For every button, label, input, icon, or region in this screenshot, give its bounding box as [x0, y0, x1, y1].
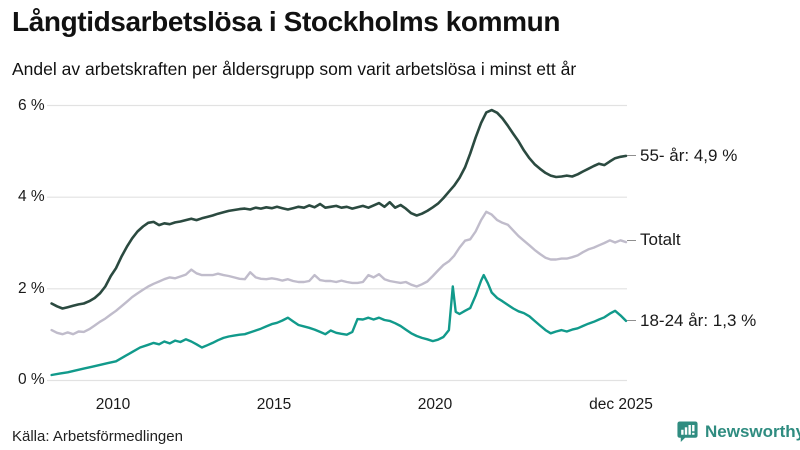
y-axis-tick-0: 0 %: [18, 371, 45, 388]
label-connector-18-24: [627, 320, 636, 321]
x-axis-tick-2010: 2010: [95, 396, 131, 413]
series-label-totalt: Totalt: [640, 230, 681, 249]
series-label-18-24-ar: 18-24 år: 1,3 %: [640, 311, 757, 330]
series-line-55-r: [50, 108, 628, 310]
newsworthy-logo[interactable]: Newsworthy: [676, 420, 800, 443]
label-connector-55: [627, 155, 636, 156]
source-credit: Källa: Arbetsförmedlingen: [12, 428, 183, 445]
series-line-totalt: [50, 210, 628, 336]
page-title: Långtidsarbetslösa i Stockholms kommun: [12, 6, 561, 37]
y-axis-tick-6: 6 %: [18, 96, 45, 114]
newsworthy-chart-bubble-icon: [676, 420, 699, 443]
x-axis-tick-2020: 2020: [417, 396, 453, 413]
chart-subtitle: Andel av arbetskraften per åldersgrupp s…: [12, 59, 577, 79]
y-axis-tick-4: 4 %: [18, 188, 45, 205]
brand-name: Newsworthy: [705, 422, 800, 441]
label-connector-totalt: [627, 240, 636, 241]
x-axis-tick-2015: 2015: [256, 396, 292, 413]
y-axis-tick-2: 2 %: [18, 279, 45, 297]
x-axis-tick-dec-2025: dec 2025: [589, 396, 653, 413]
series-line-18-24-r: [50, 273, 628, 377]
series-label-55-ar: 55- år: 4,9 %: [640, 146, 738, 165]
